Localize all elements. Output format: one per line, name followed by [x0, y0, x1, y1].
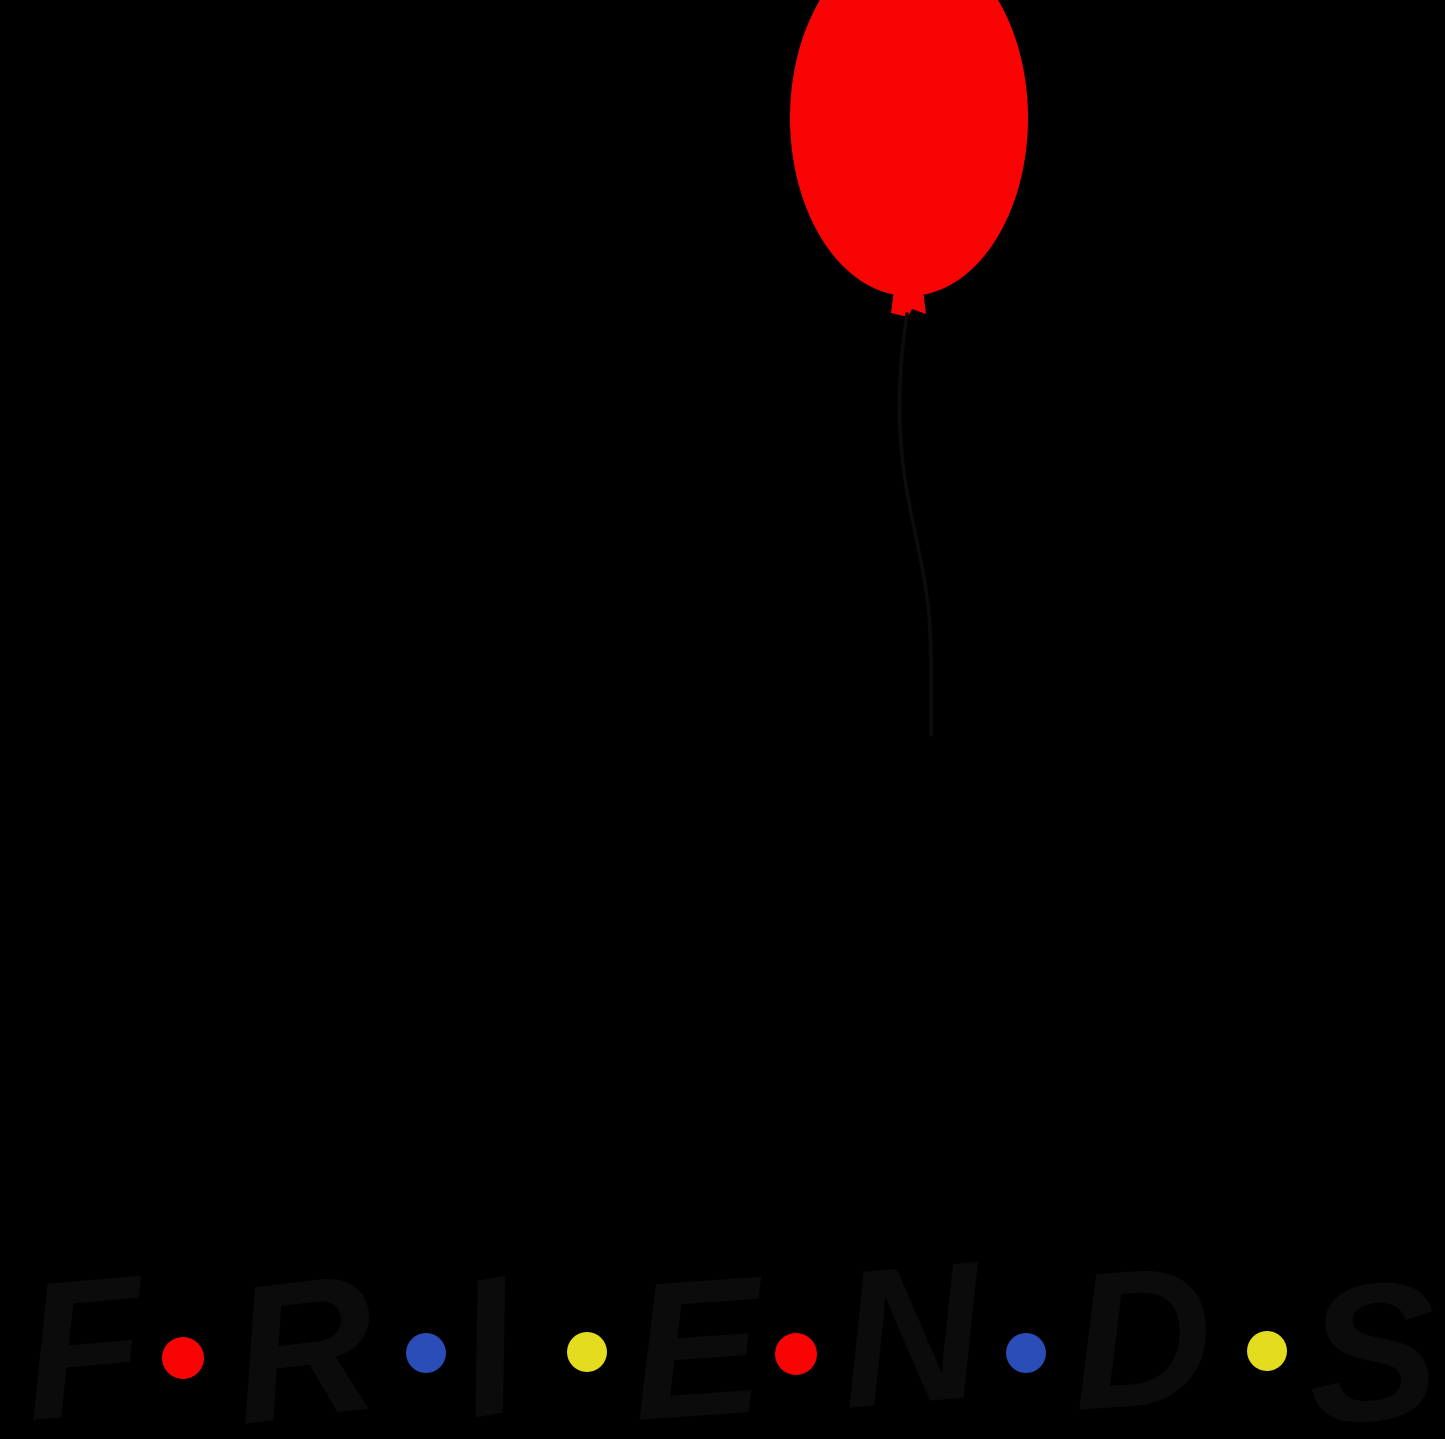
logo-dot-red-2 — [775, 1333, 817, 1375]
balloon-knot-icon — [891, 290, 926, 317]
balloon-icon — [790, 0, 1028, 296]
logo-letter-e: E — [624, 1235, 774, 1439]
logo-letter-f: F — [15, 1234, 158, 1439]
balloon-string — [897, 312, 933, 737]
logo-letter-i: I — [441, 1235, 536, 1439]
logo-dot-yellow-1 — [567, 1332, 607, 1372]
friends-logo: F R I E N D S — [15, 1220, 1445, 1439]
logo-dot-blue-1 — [406, 1333, 446, 1373]
logo-dot-yellow-2 — [1247, 1331, 1287, 1371]
logo-dot-blue-2 — [1006, 1333, 1046, 1373]
logo-letter-s: S — [1300, 1239, 1445, 1439]
logo-letter-r: R — [221, 1232, 387, 1439]
logo-dot-red-1 — [162, 1337, 204, 1379]
logo-letter-n: N — [831, 1220, 994, 1439]
logo-letter-d: D — [1064, 1225, 1220, 1439]
